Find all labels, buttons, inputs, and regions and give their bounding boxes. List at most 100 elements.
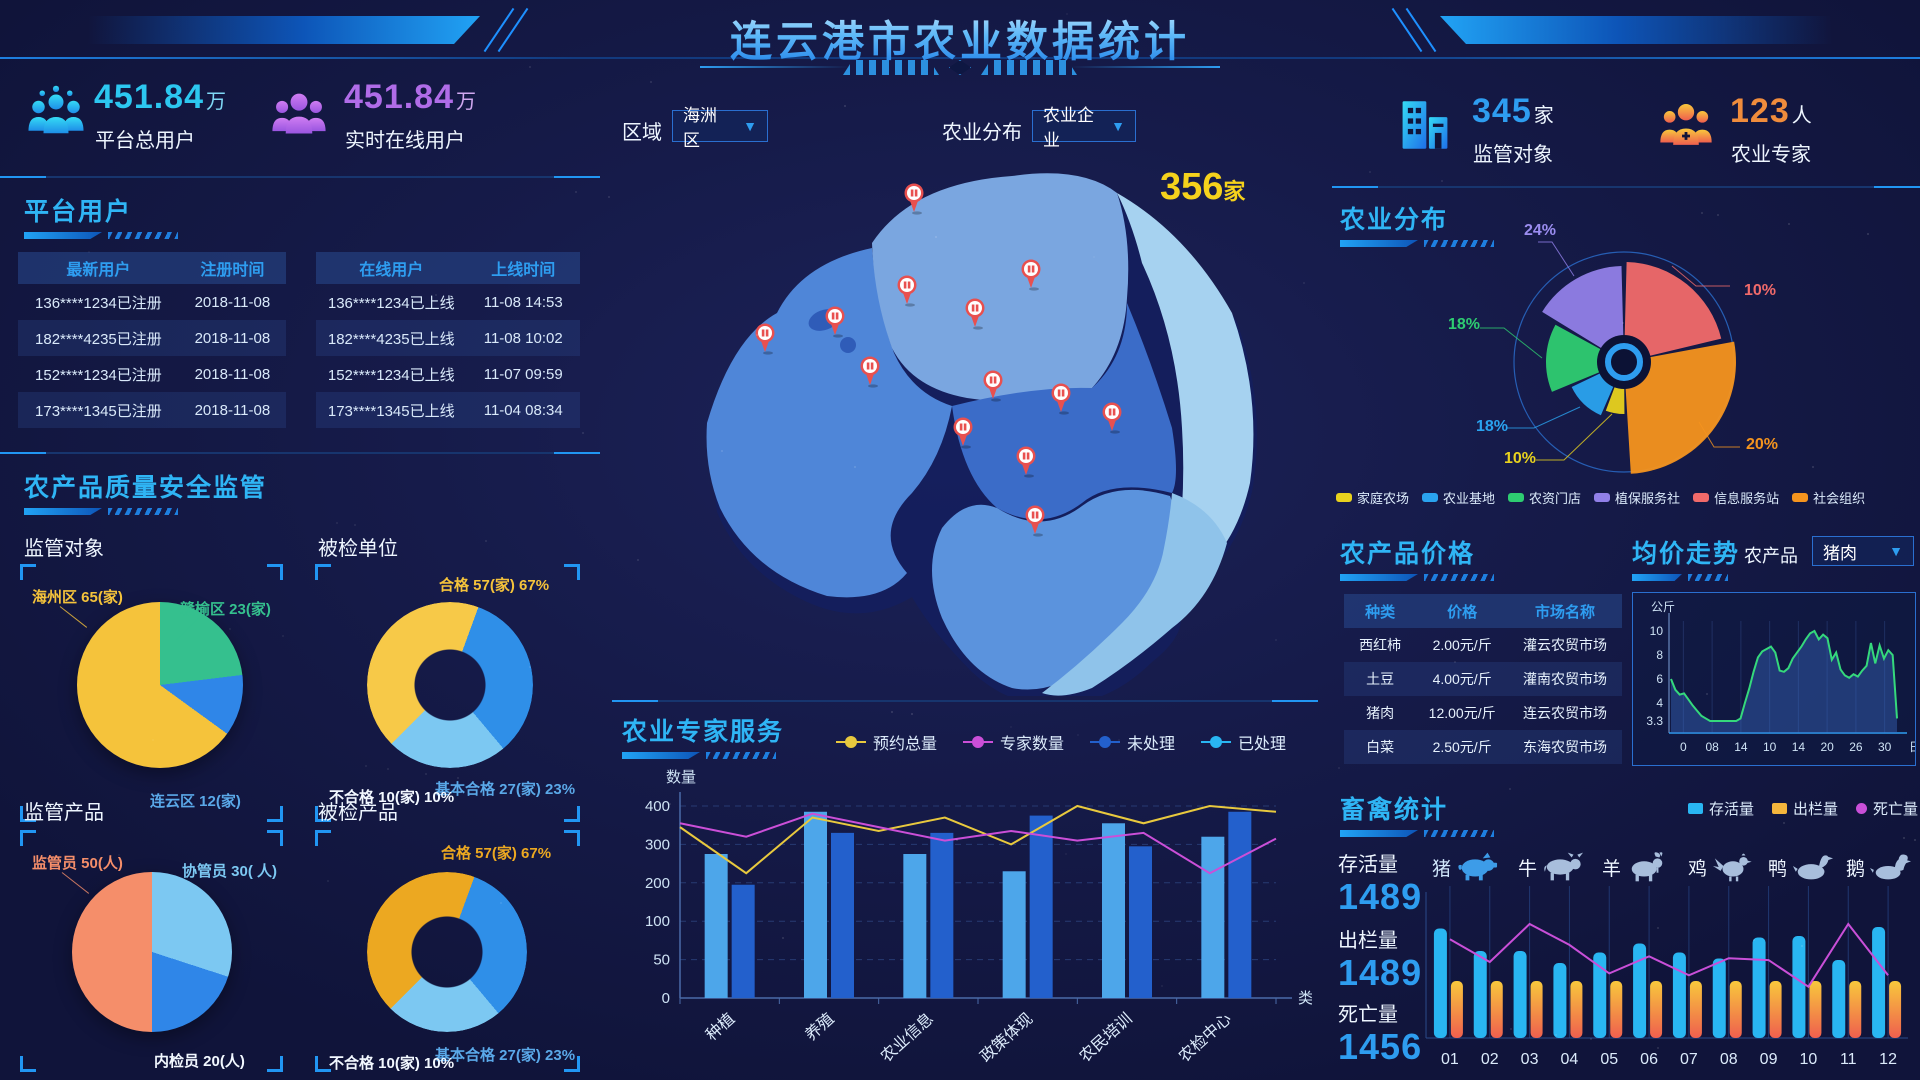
- divider: [612, 700, 1318, 702]
- goose-icon: [1870, 854, 1912, 880]
- swatch-icon: [1693, 493, 1710, 502]
- legend-item[interactable]: 存活量: [1688, 798, 1754, 819]
- online-users-icon: [272, 93, 326, 134]
- goat-icon: [1631, 852, 1663, 882]
- legend-item[interactable]: 专家数量: [963, 730, 1064, 754]
- table-row: 136****1234已注册 2018-11-08: [35, 293, 271, 312]
- online-table: 在线用户 上线时间 136****1234已上线 11-08 14:53 182*…: [316, 252, 580, 428]
- star: [582, 432, 584, 434]
- pie-label: 基本合格 27(家) 23%: [435, 781, 576, 798]
- svg-text:0: 0: [1680, 740, 1687, 754]
- pie-label: 海州区 65(家): [32, 589, 123, 606]
- star: [1773, 1061, 1775, 1063]
- star: [529, 66, 531, 68]
- pie-label: 赣榆区 23(家): [180, 601, 271, 618]
- star: [1753, 939, 1755, 941]
- inspected-products-donut[interactable]: [367, 872, 527, 1032]
- chart-title: 监管产品: [24, 802, 104, 824]
- legend-item[interactable]: 出栏量: [1772, 798, 1838, 819]
- map-pin-icon[interactable]: [904, 183, 924, 215]
- header-emblem-tail: [1070, 66, 1220, 68]
- star: [387, 768, 389, 770]
- svg-text:日期: 日期: [1909, 740, 1915, 754]
- region-select[interactable]: 海洲区 ▼: [672, 106, 768, 150]
- legend-item[interactable]: 信息服务站: [1693, 488, 1779, 507]
- supervise-products-pie[interactable]: [72, 872, 232, 1032]
- title-underline: [622, 752, 776, 759]
- star: [1657, 1047, 1659, 1049]
- column-header: 注册时间: [200, 262, 265, 279]
- map-pin-icon[interactable]: [1025, 505, 1045, 537]
- building-icon: [1402, 101, 1448, 149]
- inspected-units-chart: 合格 57(家) 67% 基本合格 27(家) 23% 不合格 10(家) 10…: [315, 564, 580, 822]
- product-select[interactable]: 猪肉 ▼: [1812, 536, 1914, 566]
- swatch-icon: [1594, 493, 1611, 502]
- table-row: 152****1234已注册 2018-11-08: [35, 365, 271, 384]
- inspected-units-donut[interactable]: [367, 602, 533, 768]
- svg-text:0: 0: [662, 990, 670, 1007]
- column-header: 上线时间: [491, 262, 556, 279]
- legend-item[interactable]: 家庭农场: [1336, 488, 1409, 507]
- inspected-products-chart: 合格 57(家) 67% 基本合格 27(家) 23% 不合格 10(家) 10…: [315, 830, 580, 1072]
- animal-tab-pig[interactable]: 猪: [1432, 852, 1498, 882]
- star: [1657, 927, 1659, 929]
- svg-text:14: 14: [1792, 740, 1806, 754]
- star: [1303, 282, 1305, 284]
- district-south-coast[interactable]: [1042, 493, 1227, 696]
- map-pin-icon[interactable]: [1021, 259, 1041, 291]
- svg-text:农民培训: 农民培训: [1076, 1010, 1136, 1066]
- legend-item[interactable]: 社会组织: [1792, 488, 1865, 507]
- legend-item[interactable]: 预约总量: [836, 730, 937, 754]
- map-pin-icon[interactable]: [965, 298, 985, 330]
- svg-text:8: 8: [1656, 648, 1663, 662]
- star: [1903, 837, 1905, 839]
- star: [457, 777, 459, 779]
- district-coast[interactable]: [1117, 193, 1254, 588]
- legend-item[interactable]: 农资门店: [1508, 488, 1581, 507]
- legend-item[interactable]: 死亡量: [1856, 798, 1918, 819]
- star: [935, 236, 937, 238]
- star: [1801, 945, 1803, 947]
- price-trend-chart[interactable]: 公斤 10 8 6 4 3.3 0 08 14 10 14 20 26 30 日期: [1633, 593, 1920, 765]
- animal-tab-goose[interactable]: 鹅: [1846, 852, 1912, 882]
- star: [127, 375, 129, 377]
- distribution-legend: 家庭农场 农业基地 农资门店 植保服务社 信息服务站 社会组织: [1336, 488, 1865, 507]
- column-header: 最新用户: [66, 262, 131, 279]
- map-pin-icon[interactable]: [825, 306, 845, 338]
- header-left-wing: [88, 16, 480, 44]
- svg-text:11: 11: [1840, 1051, 1857, 1068]
- map-pin-icon[interactable]: [1051, 383, 1071, 415]
- map-pin-icon[interactable]: [1102, 402, 1122, 434]
- title-underline: [1632, 574, 1728, 581]
- divider: [0, 452, 600, 454]
- map-pin-icon[interactable]: [897, 275, 917, 307]
- distribution-select[interactable]: 农业企业 ▼: [1032, 106, 1136, 150]
- distribution-rose-chart[interactable]: [1434, 200, 1814, 500]
- livestock-chart[interactable]: 01 02 03 04 05 06 07 08 09 10 11 12: [1424, 886, 1914, 1076]
- district-north[interactable]: [872, 173, 1129, 402]
- legend-item[interactable]: 未处理: [1090, 730, 1175, 754]
- district-middle[interactable]: [952, 303, 1176, 520]
- rose-percent: 18%: [1448, 316, 1481, 333]
- pie-label: 不合格 10(家) 10%: [329, 789, 455, 806]
- animal-tab-chicken[interactable]: 鸡: [1688, 852, 1754, 882]
- header-emblem-tail: [700, 66, 850, 68]
- map-pin-icon[interactable]: [755, 323, 775, 355]
- star: [1701, 212, 1703, 214]
- supervise-objects-pie[interactable]: [77, 602, 243, 768]
- map-pin-icon[interactable]: [1016, 446, 1036, 478]
- divider: [0, 176, 600, 178]
- svg-text:6: 6: [1656, 672, 1663, 686]
- map-pin-icon[interactable]: [860, 356, 880, 388]
- animal-tab-goat[interactable]: 羊: [1602, 852, 1668, 882]
- pie-label: 内检员 20(人): [154, 1053, 245, 1070]
- map-pin-icon[interactable]: [953, 417, 973, 449]
- animal-tab-cow[interactable]: 牛: [1518, 852, 1584, 882]
- legend-item[interactable]: 植保服务社: [1594, 488, 1680, 507]
- map-pin-icon[interactable]: [983, 370, 1003, 402]
- pig-icon: [1458, 852, 1498, 881]
- legend-item[interactable]: 已处理: [1201, 730, 1286, 754]
- animal-tab-duck[interactable]: 鸭: [1768, 852, 1834, 882]
- legend-item[interactable]: 农业基地: [1422, 488, 1495, 507]
